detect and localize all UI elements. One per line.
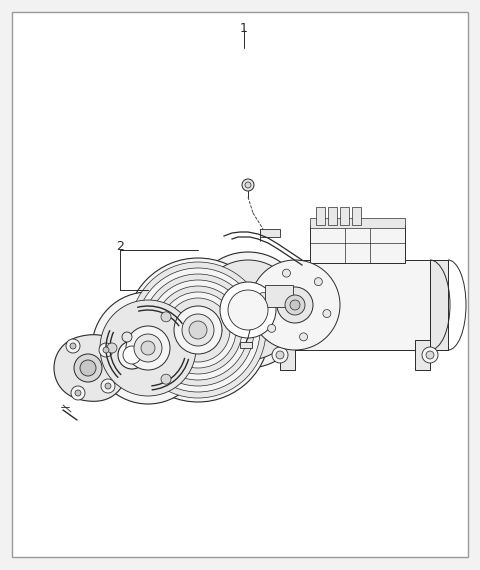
Circle shape: [272, 347, 288, 363]
Circle shape: [323, 310, 331, 317]
Polygon shape: [280, 340, 295, 370]
Circle shape: [282, 269, 290, 277]
Circle shape: [268, 324, 276, 332]
Circle shape: [99, 343, 113, 357]
Circle shape: [245, 182, 251, 188]
Circle shape: [74, 354, 102, 382]
Bar: [310, 218, 405, 228]
Circle shape: [141, 341, 155, 355]
Circle shape: [422, 347, 438, 363]
Text: 2: 2: [116, 240, 124, 253]
Circle shape: [161, 312, 171, 322]
Circle shape: [126, 258, 270, 402]
Circle shape: [66, 339, 80, 353]
Circle shape: [123, 346, 141, 364]
Text: 1: 1: [240, 22, 248, 35]
Circle shape: [198, 260, 298, 360]
Circle shape: [161, 374, 171, 384]
Bar: [265, 285, 293, 307]
Bar: [328, 207, 337, 225]
Circle shape: [160, 292, 236, 368]
Circle shape: [103, 347, 109, 353]
Circle shape: [189, 321, 207, 339]
Bar: [340, 207, 349, 225]
Circle shape: [300, 333, 308, 341]
Circle shape: [122, 332, 132, 342]
Circle shape: [190, 252, 306, 368]
Bar: [310, 225, 405, 263]
Circle shape: [276, 351, 284, 359]
Circle shape: [126, 326, 170, 370]
Circle shape: [182, 314, 214, 346]
Polygon shape: [415, 340, 430, 370]
Circle shape: [148, 280, 248, 380]
Circle shape: [314, 278, 323, 286]
Circle shape: [285, 295, 305, 315]
Circle shape: [136, 268, 260, 392]
Circle shape: [130, 262, 266, 398]
Circle shape: [220, 282, 276, 338]
Circle shape: [228, 290, 268, 330]
Bar: [430, 260, 448, 350]
Polygon shape: [54, 335, 127, 401]
Circle shape: [134, 334, 162, 362]
Circle shape: [71, 386, 85, 400]
Circle shape: [426, 351, 434, 359]
Circle shape: [259, 292, 267, 300]
Circle shape: [174, 306, 222, 354]
Circle shape: [80, 360, 96, 376]
Circle shape: [242, 179, 254, 191]
Circle shape: [105, 383, 111, 389]
Circle shape: [166, 298, 230, 362]
Circle shape: [107, 343, 117, 353]
Circle shape: [101, 379, 115, 393]
Bar: [352, 207, 361, 225]
Circle shape: [70, 343, 76, 349]
Circle shape: [100, 300, 196, 396]
Bar: [260, 229, 280, 237]
Bar: [316, 207, 325, 225]
Bar: [240, 342, 252, 348]
Circle shape: [118, 341, 146, 369]
Circle shape: [142, 274, 254, 386]
Circle shape: [75, 390, 81, 396]
Circle shape: [154, 286, 242, 374]
Circle shape: [92, 292, 204, 404]
Circle shape: [277, 287, 313, 323]
Circle shape: [250, 260, 340, 350]
Circle shape: [290, 300, 300, 310]
Bar: [295, 260, 430, 350]
